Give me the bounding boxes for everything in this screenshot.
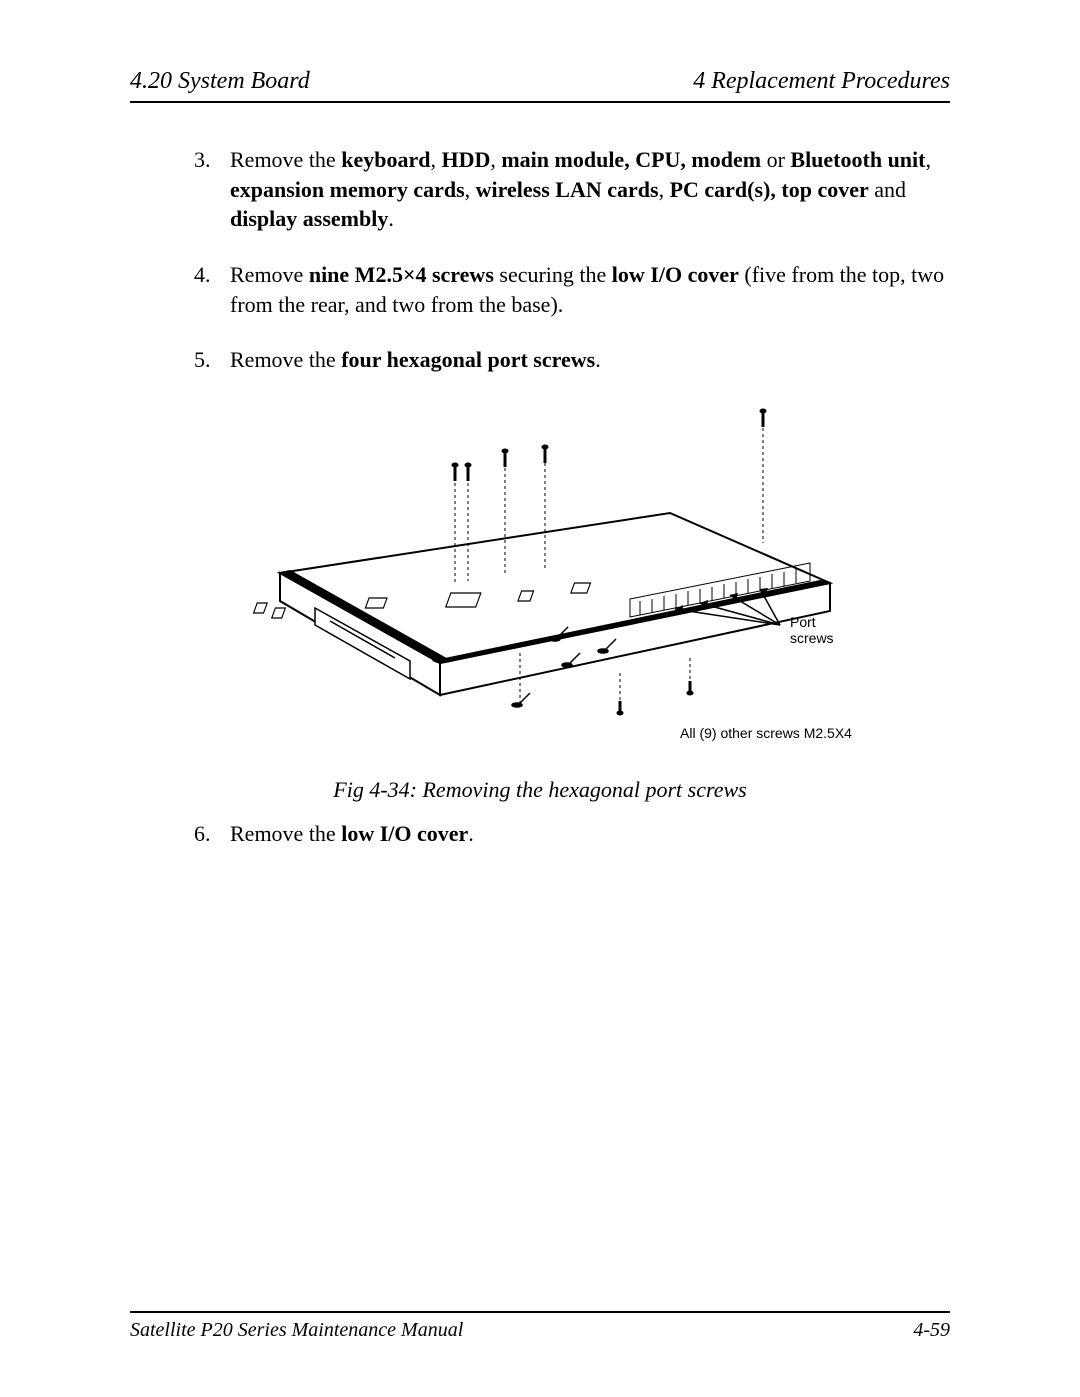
page-content: 3. Remove the keyboard, HDD, main module… [130,145,950,1311]
bold-term: main module, CPU, modem [501,147,761,172]
step-text: . [388,206,394,231]
step-text: . [468,821,474,846]
diagram-label-screws: screws [790,630,834,646]
step-text: Remove [230,262,309,287]
procedure-list-continued: 6. Remove the low I/O cover. [130,819,950,849]
step-text: , [465,177,476,202]
bold-term: Bluetooth unit [790,147,925,172]
footer-manual-title: Satellite P20 Series Maintenance Manual [130,1319,463,1342]
step-text: . [595,347,601,372]
diagram: Port screws [220,403,860,753]
step-text: Remove the [230,821,341,846]
page: 4.20 System Board 4 Replacement Procedur… [0,0,1080,1397]
footer-page-number: 4-59 [913,1319,950,1342]
step-number: 4. [194,260,211,290]
step-number: 3. [194,145,211,175]
diagram-svg: Port screws [220,403,860,753]
step-5: 5. Remove the four hexagonal port screws… [194,345,950,375]
bold-term: four hexagonal port screws [341,347,595,372]
step-text: securing the [494,262,612,287]
figure-block: Port screws [130,403,950,804]
step-text: , [659,177,670,202]
bold-term: low I/O cover [612,262,739,287]
step-6: 6. Remove the low I/O cover. [194,819,950,849]
page-footer: Satellite P20 Series Maintenance Manual … [130,1311,950,1342]
diagram-label-port: Port [790,614,816,630]
bold-term: PC card(s), top cover [670,177,869,202]
procedure-list: 3. Remove the keyboard, HDD, main module… [130,145,950,375]
step-4: 4. Remove nine M2.5×4 screws securing th… [194,260,950,319]
figure-caption: Fig 4-34: Removing the hexagonal port sc… [130,775,950,805]
step-text: Remove the [230,347,341,372]
step-number: 5. [194,345,211,375]
step-number: 6. [194,819,211,849]
header-section-left: 4.20 System Board [130,68,310,95]
step-text: , [430,147,441,172]
step-text: , [490,147,501,172]
bold-term: HDD [441,147,490,172]
step-text: or [761,147,790,172]
bold-term: low I/O cover [341,821,468,846]
step-3: 3. Remove the keyboard, HDD, main module… [194,145,950,234]
step-text: , [925,147,931,172]
bold-term: expansion memory cards [230,177,465,202]
bold-term: nine M2.5×4 screws [309,262,494,287]
diagram-label-other-screws: All (9) other screws M2.5X4 [680,725,852,741]
page-header: 4.20 System Board 4 Replacement Procedur… [130,68,950,103]
header-section-right: 4 Replacement Procedures [693,68,950,95]
bold-term: display assembly [230,206,388,231]
bold-term: wireless LAN cards [476,177,659,202]
step-text: and [869,177,906,202]
step-text: Remove the [230,147,341,172]
bold-term: keyboard [341,147,430,172]
